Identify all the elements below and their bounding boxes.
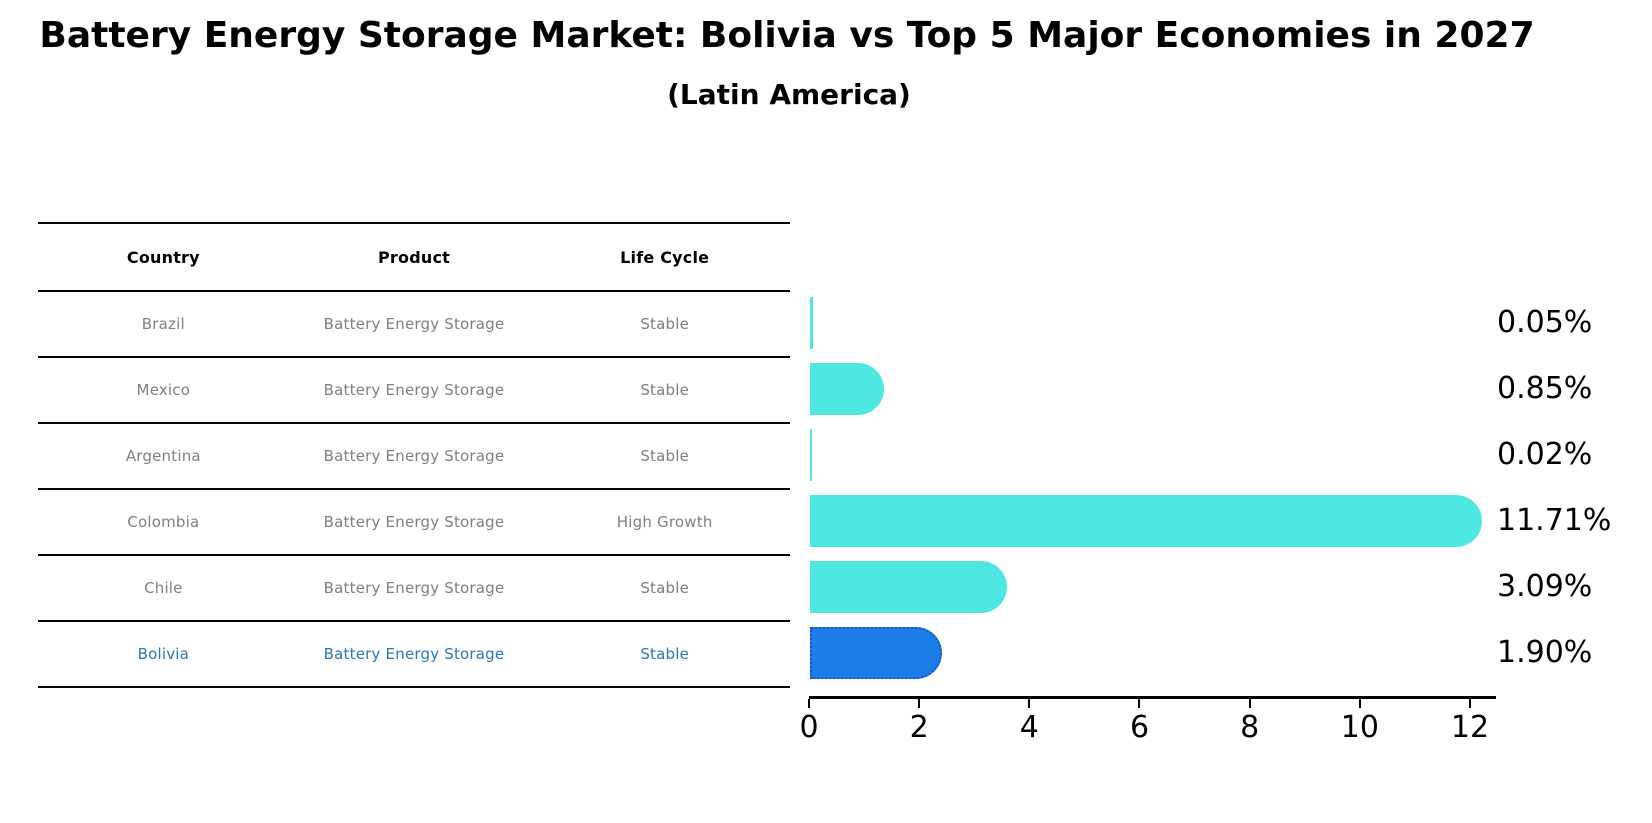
x-tick-label-12: 12 (1450, 710, 1490, 745)
x-tick-mark-12 (1468, 699, 1471, 708)
country-cell: Mexico (136, 381, 191, 399)
table-header-row: Country Product Life Cycle (38, 224, 790, 292)
x-tick-mark-6 (1138, 699, 1141, 708)
x-tick-mark-0 (808, 699, 810, 708)
country-cell: Brazil (141, 315, 185, 333)
x-tick-mark-2 (918, 699, 921, 708)
bar-plot-area: 0 2 4 6 8 10 12 (799, 222, 1496, 745)
x-tick-mark-10 (1358, 699, 1361, 708)
product-cell: Battery Energy Storage (323, 381, 505, 399)
column-header-lifecycle: Life Cycle (620, 247, 710, 267)
value-label-bolivia: 1.90% (1497, 635, 1593, 670)
table-row-argentina: Argentina Battery Energy Storage Stable (38, 424, 790, 490)
lifecycle-cell: High Growth (616, 513, 713, 531)
x-tick-label-0: 0 (799, 710, 819, 745)
x-tick-label-2: 2 (909, 710, 929, 745)
bar-colombia (810, 495, 1482, 547)
country-cell: Argentina (125, 447, 201, 465)
bar-chile (810, 561, 1007, 613)
bar-argentina (810, 429, 812, 481)
x-tick-label-8: 8 (1240, 710, 1260, 745)
product-cell: Battery Energy Storage (323, 315, 505, 333)
x-tick-label-10: 10 (1340, 710, 1379, 745)
country-cell: Chile (144, 579, 183, 597)
table-body: Brazil Battery Energy Storage Stable Mexico… (38, 292, 790, 688)
lifecycle-cell: Stable (640, 645, 690, 663)
x-tick-label-4: 4 (1019, 710, 1039, 745)
value-label-brazil: 0.05% (1497, 305, 1593, 340)
product-cell: Battery Energy Storage (323, 447, 505, 465)
product-cell: Battery Energy Storage (323, 645, 505, 663)
lifecycle-cell: Stable (640, 315, 690, 333)
country-cell: Colombia (127, 513, 200, 531)
column-header-country: Country (126, 247, 200, 267)
value-label-chile: 3.09% (1497, 569, 1593, 604)
product-cell: Battery Energy Storage (323, 579, 505, 597)
chart-subtitle: (Latin America) (667, 78, 911, 111)
value-label-colombia: 11.71% (1497, 503, 1612, 538)
table-row-bolivia: Bolivia Battery Energy Storage Stable (38, 622, 790, 688)
x-tick-label-6: 6 (1129, 710, 1150, 745)
bar-brazil (810, 297, 813, 349)
column-header-product: Product (378, 247, 450, 267)
x-tick-mark-4 (1028, 699, 1031, 708)
lifecycle-cell: Stable (640, 381, 690, 399)
table-row-colombia: Colombia Battery Energy Storage High Growt… (38, 490, 790, 556)
table-row-chile: Chile Battery Energy Storage Stable (38, 556, 790, 622)
country-cell: Bolivia (137, 645, 190, 663)
value-label-argentina: 0.02% (1497, 437, 1593, 472)
table-row-brazil: Brazil Battery Energy Storage Stable (38, 292, 790, 358)
bar-mexico (810, 363, 884, 415)
lifecycle-cell: Stable (640, 447, 690, 465)
lifecycle-cell: Stable (640, 579, 690, 597)
x-tick-mark-8 (1248, 699, 1251, 708)
table-row-mexico: Mexico Battery Energy Storage Stable (38, 358, 790, 424)
product-cell: Battery Energy Storage (323, 513, 505, 531)
value-label-mexico: 0.85% (1497, 371, 1593, 406)
bar-bolivia (810, 627, 942, 679)
country-table: Country Product Life Cycle Brazil Battery… (38, 222, 790, 688)
chart-title: Battery Energy Storage Market: Bolivia v… (39, 15, 1535, 56)
